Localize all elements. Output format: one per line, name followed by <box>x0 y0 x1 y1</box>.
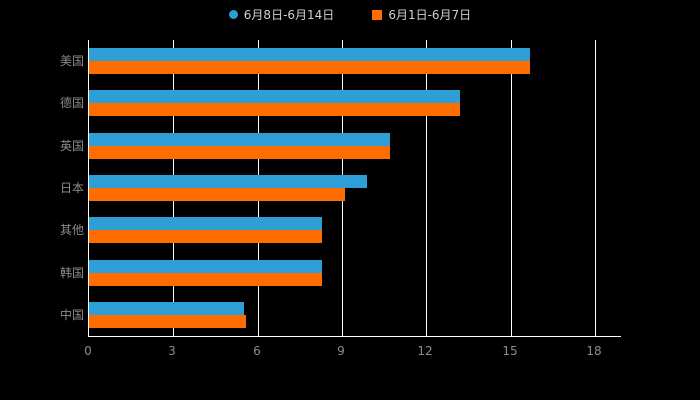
bar-德国-series0 <box>89 90 460 103</box>
legend-item-series1[interactable]: 6月1日-6月7日 <box>372 6 471 23</box>
bar-英国-series1 <box>89 146 390 159</box>
bar-美国-series0 <box>89 48 530 61</box>
gridline-x-15 <box>511 40 512 336</box>
bar-其他-series0 <box>89 217 322 230</box>
x-axis-tick-15: 15 <box>502 344 518 358</box>
x-axis-tick-12: 12 <box>417 344 433 358</box>
gridline-x-12 <box>426 40 427 336</box>
bar-德国-series1 <box>89 103 460 116</box>
y-axis-label-日本: 日本 <box>59 181 84 195</box>
y-axis-label-美国: 美国 <box>59 54 84 68</box>
plot-area <box>88 40 621 337</box>
bar-日本-series1 <box>89 188 345 201</box>
x-axis-tick-0: 0 <box>84 344 92 358</box>
legend-square-marker <box>372 9 383 20</box>
legend-circle-marker <box>228 10 238 19</box>
x-axis-tick-6: 6 <box>253 344 261 358</box>
bar-美国-series1 <box>89 61 530 74</box>
legend-label: 6月8日-6月14日 <box>243 8 335 22</box>
x-axis-tick-9: 9 <box>337 344 345 358</box>
bar-其他-series1 <box>89 230 322 243</box>
bar-日本-series0 <box>89 175 367 188</box>
bar-韩国-series1 <box>89 273 322 286</box>
y-axis-label-英国: 英国 <box>59 139 84 153</box>
bar-英国-series0 <box>89 133 390 146</box>
y-axis-label-中国: 中国 <box>59 308 84 322</box>
bar-韩国-series0 <box>89 260 322 273</box>
gridline-x-18 <box>595 40 596 336</box>
x-axis-tick-18: 18 <box>586 344 602 358</box>
bar-中国-series0 <box>89 302 244 315</box>
y-axis-label-其他: 其他 <box>59 223 84 237</box>
legend-label: 6月1日-6月7日 <box>388 8 472 22</box>
x-axis-tick-3: 3 <box>168 344 176 358</box>
y-axis-label-德国: 德国 <box>59 96 84 110</box>
bar-中国-series1 <box>89 315 246 328</box>
y-axis-label-韩国: 韩国 <box>59 266 84 280</box>
chart-legend: 6月8日-6月14日 6月1日-6月7日 <box>0 6 700 23</box>
legend-item-series0[interactable]: 6月8日-6月14日 <box>228 6 335 23</box>
